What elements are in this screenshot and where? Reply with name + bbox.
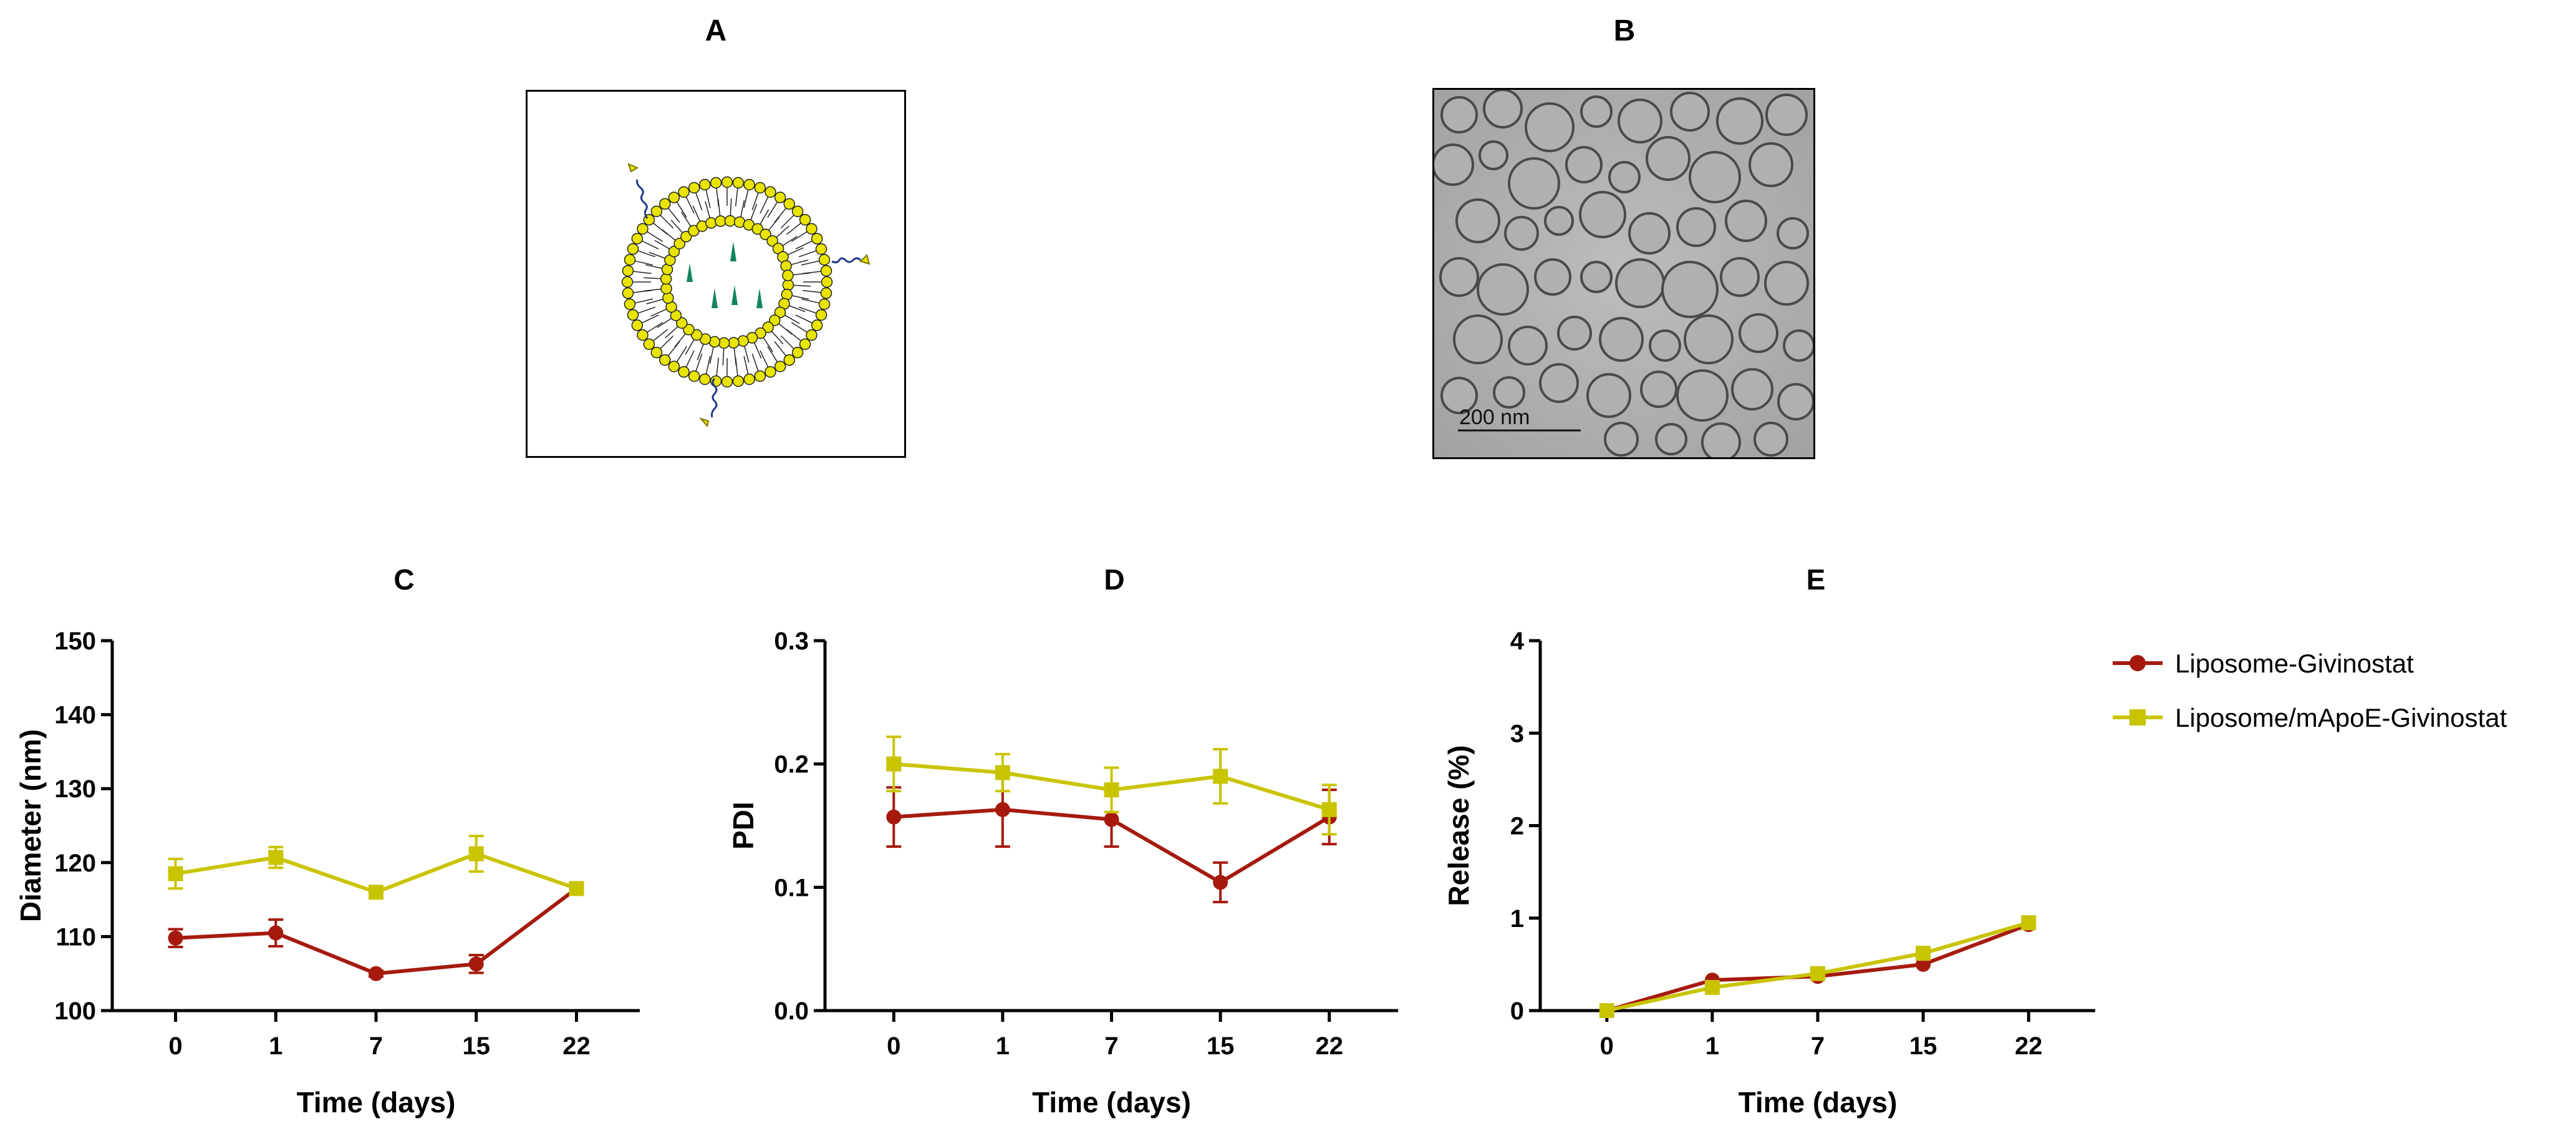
data-point xyxy=(168,866,183,881)
x-tick-label: 22 xyxy=(1315,1032,1343,1060)
drug-molecules xyxy=(687,241,763,308)
y-tick-label: 140 xyxy=(54,702,96,729)
x-tick-label: 1 xyxy=(996,1032,1010,1060)
liposome-schematic-panel xyxy=(526,90,906,458)
x-tick-label: 0 xyxy=(168,1032,182,1060)
y-tick-label: 100 xyxy=(54,998,96,1025)
data-point xyxy=(886,756,902,772)
y-tick-label: 0.0 xyxy=(774,998,809,1025)
legend-marker-liposome xyxy=(2130,655,2146,671)
y-tick-label: 0 xyxy=(1510,998,1524,1025)
data-point xyxy=(268,925,284,941)
y-tick-label: 120 xyxy=(54,850,96,877)
x-tick-label: 1 xyxy=(1705,1032,1719,1060)
y-tick-label: 0.1 xyxy=(774,874,809,901)
x-axis-label: Time (days) xyxy=(1739,1086,1898,1119)
lipid-bilayer xyxy=(621,176,833,388)
data-point xyxy=(886,809,902,825)
scale-bar-label: 200 nm xyxy=(1459,405,1530,429)
x-axis-label: Time (days) xyxy=(297,1086,456,1119)
y-tick-label: 130 xyxy=(54,775,96,803)
y-tick-label: 3 xyxy=(1510,720,1524,747)
apoe-ligands xyxy=(636,179,862,418)
data-point xyxy=(168,930,183,946)
data-point xyxy=(369,966,384,981)
legend-label-liposome: Liposome-Givinostat xyxy=(2175,649,2414,678)
y-tick-label: 1 xyxy=(1510,905,1524,933)
data-point xyxy=(1599,1003,1614,1018)
legend-marker-mapoe xyxy=(2130,709,2146,726)
data-point xyxy=(1213,875,1228,890)
y-axis-label: Release (%) xyxy=(1442,745,1475,906)
panel-a-title: A xyxy=(705,14,727,47)
chart-e: E 0 1 2 3 4 0 1 7 15 22 Time (days) Release (%) xyxy=(1442,563,2095,1119)
x-axis-label: Time (days) xyxy=(1032,1086,1191,1119)
data-point xyxy=(268,850,284,865)
series-line-0 xyxy=(175,886,578,976)
x-tick-label: 0 xyxy=(887,1032,900,1060)
legend: Liposome-Givinostat Liposome/mApoE-Givin… xyxy=(2113,649,2507,732)
liposome-diagram xyxy=(621,163,871,428)
x-tick-label: 7 xyxy=(369,1032,383,1060)
y-tick-label: 4 xyxy=(1510,628,1525,655)
x-tick-label: 22 xyxy=(562,1032,591,1060)
x-tick-label: 0 xyxy=(1600,1032,1614,1060)
data-point xyxy=(1916,946,1931,961)
x-tick-label: 1 xyxy=(269,1032,282,1060)
chart-d: D 0.0 0.1 0.2 0.3 0 1 7 15 22 Time (days) PDI xyxy=(727,563,1398,1119)
data-point xyxy=(1213,769,1228,784)
y-tick-label: 150 xyxy=(54,628,96,655)
y-tick-label: 110 xyxy=(55,923,96,951)
data-point xyxy=(1104,812,1119,827)
cryo-tem-micrograph-panel: 200 nm xyxy=(1432,88,1815,459)
chart-c: C 100 110 120 130 140 150 0 1 7 15 22 Time (days) Dia… xyxy=(14,563,640,1119)
x-tick-label: 22 xyxy=(2015,1032,2043,1060)
panel-b-title: B xyxy=(1613,14,1636,47)
x-tick-label: 15 xyxy=(1207,1032,1235,1060)
legend-label-mapoe: Liposome/mApoE-Givinostat xyxy=(2175,703,2507,732)
data-point xyxy=(369,885,384,900)
x-tick-label: 15 xyxy=(1909,1032,1937,1060)
data-point xyxy=(569,881,584,896)
data-point xyxy=(995,765,1010,780)
y-tick-label: 0.3 xyxy=(774,628,809,655)
y-tick-label: 2 xyxy=(1510,813,1524,840)
data-point xyxy=(468,956,484,972)
chart-title-C: C xyxy=(393,563,414,596)
cryo-tem-image: 200 nm xyxy=(1434,90,1813,457)
x-tick-label: 15 xyxy=(462,1032,490,1060)
data-point xyxy=(1104,782,1119,798)
y-tick-label: 0.2 xyxy=(774,751,809,779)
y-axis-label: Diameter (nm) xyxy=(14,729,47,922)
data-point xyxy=(468,846,484,862)
vesicles xyxy=(1434,90,1813,457)
data-point xyxy=(1704,979,1720,995)
data-point xyxy=(1810,966,1825,981)
y-axis-label: PDI xyxy=(727,802,760,850)
data-point xyxy=(995,802,1010,817)
data-point xyxy=(1321,802,1337,817)
x-tick-label: 7 xyxy=(1104,1032,1118,1060)
chart-title-E: E xyxy=(1807,563,1826,596)
ligand-heads xyxy=(627,163,871,428)
chart-title-D: D xyxy=(1104,563,1124,596)
x-tick-label: 7 xyxy=(1811,1032,1825,1060)
data-point xyxy=(2021,915,2037,931)
